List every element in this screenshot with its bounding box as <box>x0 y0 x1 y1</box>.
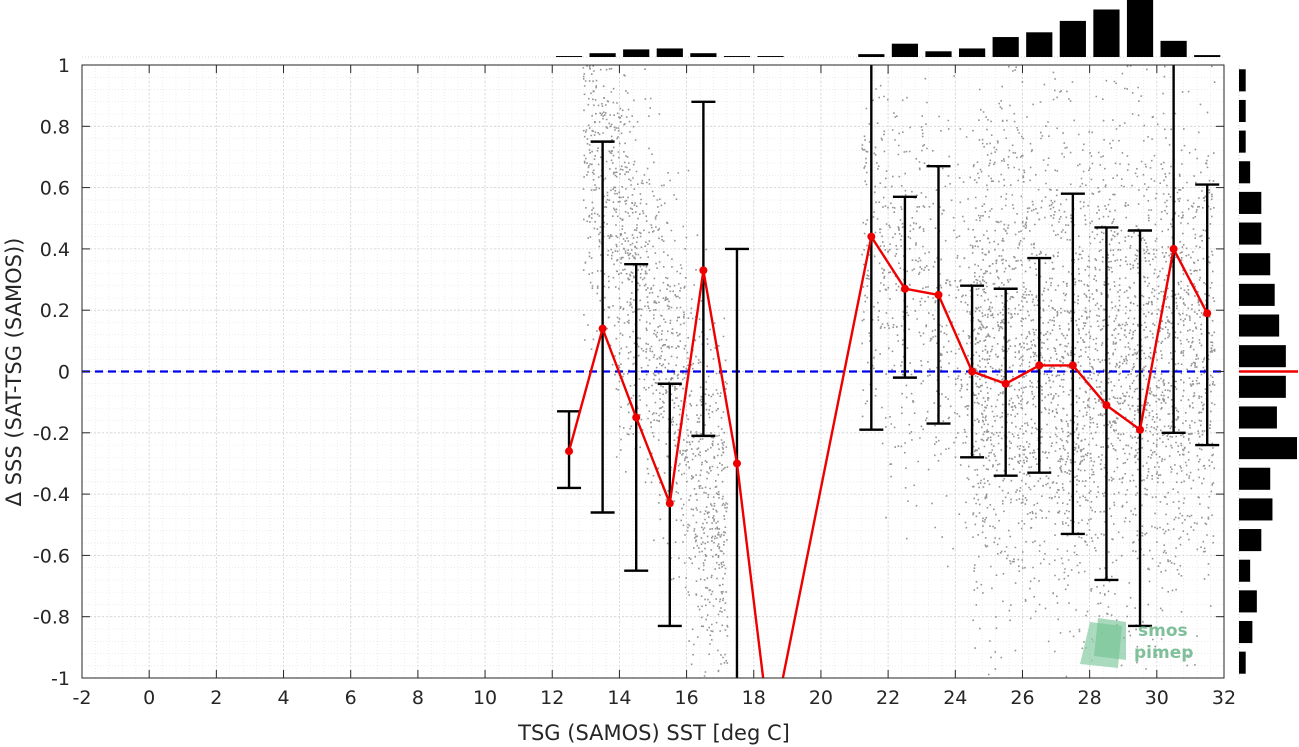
x-tick-label: 30 <box>1145 687 1169 709</box>
top-histogram-bar <box>1194 55 1221 57</box>
watermark-line1: smos <box>1138 621 1188 641</box>
top-histogram-bar <box>757 56 784 57</box>
mean-point <box>565 447 574 456</box>
y-tick-label: -0.6 <box>33 545 70 567</box>
right-histogram-bar <box>1239 590 1257 613</box>
y-tick-label: 1 <box>58 55 70 77</box>
top-histogram-bar <box>958 48 986 57</box>
x-axis-ticks: -2 0 2 4 6 8 10 12 14 16 18 20 22 24 26 28 30 32 <box>73 65 1236 709</box>
top-histogram-bar <box>1093 9 1120 57</box>
right-histogram-bar <box>1239 437 1297 460</box>
right-histogram-bar <box>1239 651 1246 674</box>
y-tick-label: 0.8 <box>40 116 70 138</box>
mean-point <box>1035 361 1044 370</box>
y-tick-label: -0.4 <box>33 484 70 506</box>
y-axis-label: Δ SSS (SAT-TSG (SAMOS)) <box>2 238 26 507</box>
x-tick-label: 32 <box>1212 687 1236 709</box>
right-histogram-bar <box>1239 375 1286 398</box>
x-tick-label: 6 <box>345 687 357 709</box>
mean-point <box>598 324 607 333</box>
right-histogram-bar <box>1239 345 1286 368</box>
right-histogram-bar <box>1239 620 1253 644</box>
right-histogram-bar <box>1239 498 1273 521</box>
right-histogram-bar <box>1239 467 1271 490</box>
right-histogram-bar <box>1239 130 1246 153</box>
right-histogram-bar <box>1239 529 1262 552</box>
watermark-line2: pimep <box>1134 643 1193 663</box>
top-histogram-bar <box>891 43 919 57</box>
y-tick-label: 0.6 <box>40 178 70 200</box>
x-tick-label: 2 <box>210 687 222 709</box>
error-bar <box>859 65 884 431</box>
mean-point <box>1203 309 1212 318</box>
x-tick-label: 18 <box>742 687 766 709</box>
x-tick-label: 20 <box>809 687 833 709</box>
mean-point <box>1102 401 1111 410</box>
mean-point <box>665 499 674 508</box>
top-histogram-bar <box>858 54 885 57</box>
mean-point <box>968 367 977 376</box>
x-tick-label: 16 <box>674 687 698 709</box>
mean-point <box>1001 379 1010 388</box>
mean-point <box>732 459 741 468</box>
mean-point <box>867 232 876 241</box>
top-histogram-bar <box>723 56 751 57</box>
mean-line <box>567 233 1209 678</box>
right-histogram-bar <box>1239 161 1251 184</box>
x-axis-label: TSG (SAMOS) SST [deg C] <box>517 721 790 745</box>
x-tick-label: 4 <box>277 687 289 709</box>
right-histogram-bar <box>1239 99 1246 123</box>
mean-point <box>934 290 943 299</box>
x-tick-label: 26 <box>1010 687 1034 709</box>
top-histogram <box>82 0 1224 58</box>
top-histogram-bar <box>1160 40 1187 57</box>
x-tick-label: 12 <box>540 687 564 709</box>
y-axis-ticks: -1 -0.8 -0.6 -0.4 -0.2 0 0.2 0.4 0.6 0.8 1 <box>33 55 1224 690</box>
x-tick-label: -2 <box>73 687 92 709</box>
x-tick-label: 22 <box>876 687 900 709</box>
top-histogram-bar <box>925 51 952 57</box>
top-histogram-bar <box>623 49 650 57</box>
x-tick-label: 0 <box>143 687 155 709</box>
right-histogram <box>1238 65 1298 678</box>
bin-means <box>565 232 1212 678</box>
x-tick-label: 10 <box>473 687 497 709</box>
y-tick-label: 0 <box>58 362 70 384</box>
right-histogram-bar <box>1239 406 1277 429</box>
top-histogram-bar <box>1059 20 1086 57</box>
top-histogram-bar <box>690 53 717 57</box>
y-tick-label: -0.8 <box>33 607 70 629</box>
right-histogram-bar <box>1239 283 1275 306</box>
right-histogram-bar <box>1239 69 1246 92</box>
x-tick-label: 8 <box>412 687 424 709</box>
right-histogram-bar <box>1239 314 1280 337</box>
right-histogram-bar <box>1239 191 1262 214</box>
mean-point <box>1068 361 1077 370</box>
top-histogram-bar <box>992 37 1019 57</box>
y-tick-label: -0.2 <box>33 423 70 445</box>
x-tick-label: 28 <box>1078 687 1102 709</box>
top-histogram-bar <box>555 56 583 57</box>
top-histogram-bar <box>656 48 683 57</box>
mean-point <box>900 284 909 293</box>
right-histogram-bar <box>1239 559 1251 582</box>
top-histogram-bar <box>589 53 616 57</box>
top-histogram-bar <box>1026 32 1053 57</box>
x-tick-label: 14 <box>607 687 631 709</box>
top-histogram-bar <box>1126 0 1154 57</box>
y-tick-label: -1 <box>51 668 70 690</box>
mean-point <box>1136 425 1145 434</box>
y-tick-label: 0.2 <box>40 300 70 322</box>
right-histogram-bar <box>1239 222 1262 245</box>
smos-pimep-logo: smos pimep <box>1080 618 1193 668</box>
mean-point <box>632 413 641 422</box>
mean-point <box>1169 244 1178 253</box>
y-tick-label: 0.4 <box>40 239 70 261</box>
mean-point <box>699 266 708 275</box>
right-histogram-bar <box>1239 253 1271 276</box>
x-tick-label: 24 <box>943 687 967 709</box>
